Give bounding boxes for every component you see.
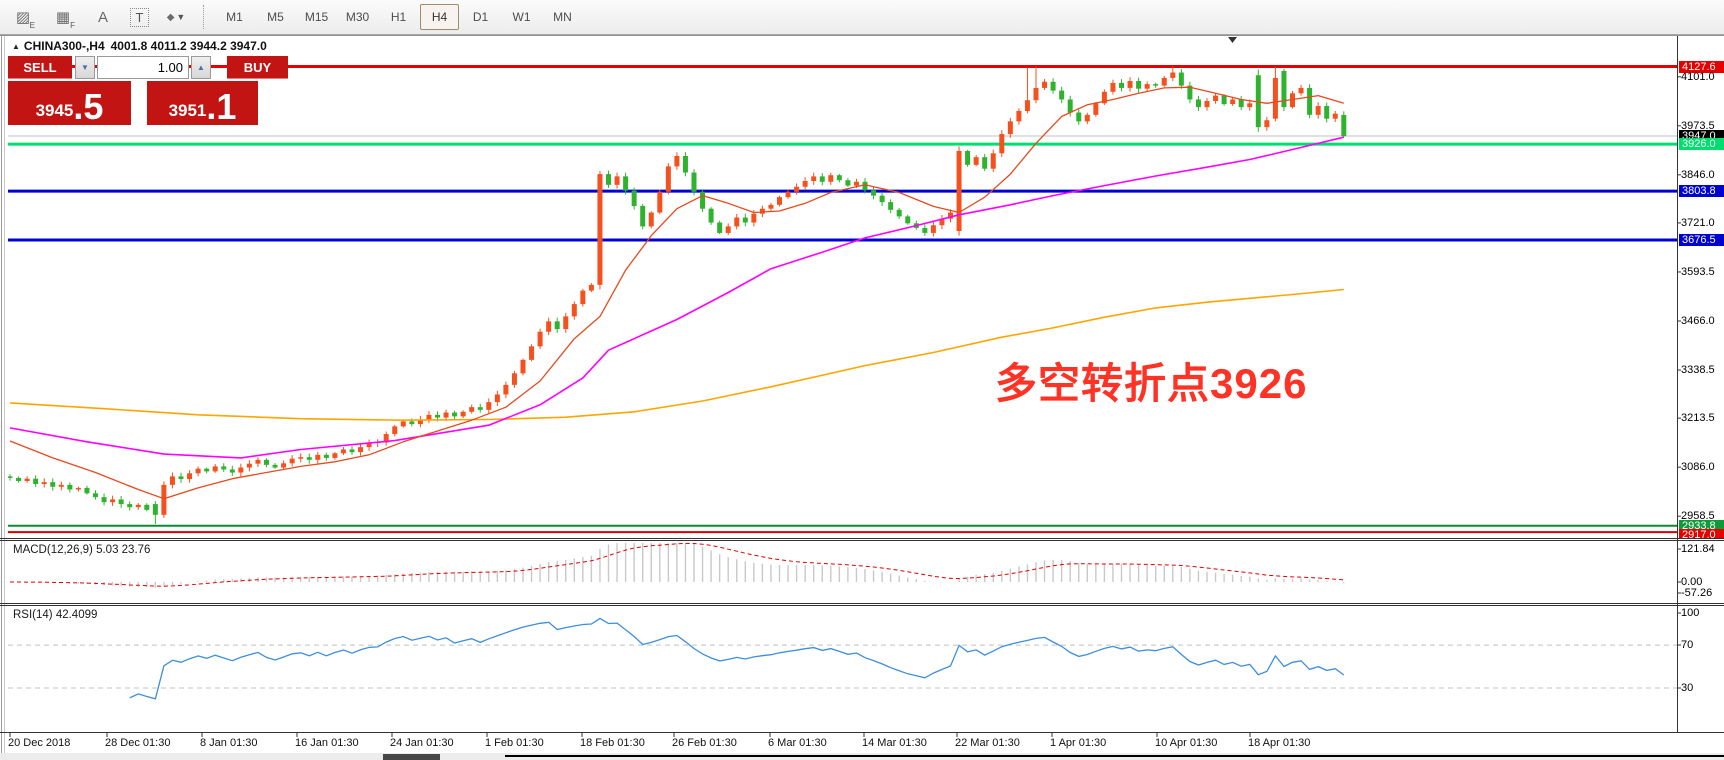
- price-axis: 4127.6 4101.0 3973.5 3947.0 3926.0 3846.0 3803…: [1679, 36, 1724, 538]
- date-label: 18 Feb 01:30: [580, 737, 645, 749]
- buy-price-frac: .1: [206, 86, 237, 128]
- chevron-down-icon: ▼: [176, 12, 186, 22]
- date-label: 6 Mar 01:30: [768, 737, 827, 749]
- price-label-3466.0: 3466.0: [1681, 315, 1715, 327]
- volume-input[interactable]: [97, 56, 189, 79]
- price-label-3973.5: 3973.5: [1681, 119, 1715, 132]
- buy-button[interactable]: BUY: [227, 56, 288, 79]
- timeframe-button-m1[interactable]: M1: [226, 10, 243, 24]
- price-label-3676.5: 3676.5: [1679, 234, 1724, 247]
- volume-decrease-button[interactable]: ▼: [75, 56, 95, 79]
- macd-axis: 121.84 0.00 -57.26: [1679, 541, 1724, 603]
- dotted-grid-f-icon[interactable]: ▦ F: [50, 5, 76, 30]
- price-label-2917.0: 2917.0: [1679, 529, 1724, 538]
- price-label-3593.5: 3593.5: [1681, 265, 1715, 278]
- sell-price-panel[interactable]: 3945.5: [8, 81, 131, 125]
- rsi-axis-label-30: 30: [1681, 682, 1694, 694]
- volume-increase-button[interactable]: ▲: [191, 56, 211, 79]
- chart-annotation-text: 多空转折点3926: [995, 360, 1308, 407]
- rsi-line: [129, 617, 1345, 700]
- text-tool-icon[interactable]: T: [130, 7, 149, 27]
- chart-shift-marker: [1228, 37, 1237, 43]
- rsi-axis: 100 70 30: [1679, 606, 1724, 733]
- date-label: 16 Jan 01:30: [295, 737, 359, 749]
- rsi-axis-label-100: 100: [1681, 607, 1700, 619]
- timeframe-button-w1[interactable]: W1: [512, 10, 531, 24]
- timeframe-button-d1[interactable]: D1: [472, 10, 489, 24]
- price-label-4101.0: 4101.0: [1681, 70, 1715, 83]
- rsi-label: RSI(14) 42.4099: [13, 609, 98, 621]
- symbol-period-label: CHINA300-,H4: [23, 39, 105, 53]
- font-a-glyph: A: [97, 8, 108, 26]
- shapes-glyph: ◆: [166, 11, 175, 23]
- date-label: 20 Dec 2018: [8, 737, 71, 749]
- sell-price-main: 3945: [35, 101, 74, 120]
- timeframe-button-h1[interactable]: H1: [390, 10, 407, 24]
- macd-histogram: [17, 543, 1345, 588]
- rsi-axis-label-70: 70: [1681, 639, 1694, 651]
- timeframe-button-m15[interactable]: M15: [304, 10, 329, 24]
- date-label: 22 Mar 01:30: [955, 737, 1020, 749]
- lower-window-border: [505, 755, 1724, 757]
- price-label-3338.5: 3338.5: [1681, 364, 1715, 377]
- macd-axis-label-121.84: 121.84: [1681, 543, 1715, 555]
- buy-price-main: 3951: [168, 101, 207, 120]
- chart-title: ▲ CHINA300-,H4 4001.8 4011.2 3944.2 3947.0: [12, 39, 267, 53]
- text-tool-glyph: T: [135, 9, 144, 25]
- timeframe-button-group: M1 M5 M15 M30 H1 H4 D1 W1 MN: [215, 4, 582, 30]
- scrollbar-thumb[interactable]: [383, 754, 440, 760]
- date-label: 24 Jan 01:30: [390, 737, 454, 749]
- price-label-3846.0: 3846.0: [1681, 168, 1715, 181]
- hatch-pattern-e-icon[interactable]: ▨ E: [10, 5, 36, 30]
- price-label-3926.0: 3926.0: [1679, 138, 1724, 151]
- hatch-pattern-sub: E: [29, 21, 35, 30]
- date-label: 1 Apr 01:30: [1050, 737, 1107, 749]
- date-label: 10 Apr 01:30: [1155, 737, 1218, 749]
- sell-price-frac: .5: [73, 86, 104, 128]
- date-label: 26 Feb 01:30: [672, 737, 737, 749]
- toolbar-icon-group: ▨ E ▦ F A T ◆ ▼: [0, 5, 189, 30]
- date-label: 18 Apr 01:30: [1248, 737, 1311, 749]
- hatch-pattern-glyph: ▨: [15, 9, 31, 26]
- font-a-icon[interactable]: A: [90, 5, 116, 29]
- shapes-dropdown-icon[interactable]: ◆ ▼: [163, 5, 189, 29]
- price-label-3721.0: 3721.0: [1681, 216, 1715, 229]
- collapse-triangle-icon[interactable]: ▲: [12, 42, 20, 51]
- triangle-down-icon: ▼: [81, 63, 89, 72]
- timeframe-button-mn[interactable]: MN: [553, 10, 572, 24]
- price-label-3803.8: 3803.8: [1679, 185, 1724, 198]
- sell-button[interactable]: SELL: [8, 56, 72, 79]
- price-label-3213.5: 3213.5: [1681, 412, 1715, 425]
- macd-axis-label-0.00: 0.00: [1681, 576, 1703, 588]
- timeframe-button-m5[interactable]: M5: [267, 10, 284, 24]
- candlesticks: [8, 66, 1347, 525]
- timeframe-button-h4[interactable]: H4: [420, 4, 459, 30]
- macd-label: MACD(12,26,9) 5.03 23.76: [13, 544, 151, 556]
- price-label-2933.8: 2933.8: [1679, 519, 1724, 532]
- date-label: 8 Jan 01:30: [200, 737, 258, 749]
- dotted-grid-glyph: ▦: [55, 9, 71, 26]
- price-label-2958.5: 2958.5: [1681, 510, 1715, 523]
- toolbar: ▨ E ▦ F A T ◆ ▼ M1 M5 M15 M30 H1 H4 D1 W1 MN: [0, 0, 1724, 35]
- price-level-lines: [8, 65, 1677, 534]
- macd-axis-label--57.26: -57.26: [1681, 587, 1713, 599]
- price-label-3086.0: 3086.0: [1681, 461, 1715, 474]
- one-click-trade-widget: SELL ▼ ▲ BUY 3945.5 3951.1: [8, 56, 288, 125]
- price-label-4127.6: 4127.6: [1679, 60, 1724, 73]
- date-label: 28 Dec 01:30: [105, 737, 171, 749]
- buy-price-panel[interactable]: 3951.1: [147, 81, 258, 125]
- timeframe-button-m30[interactable]: M30: [345, 10, 370, 24]
- dotted-grid-sub: F: [70, 21, 75, 30]
- moving-averages: [9, 86, 1344, 500]
- triangle-up-icon: ▲: [197, 63, 205, 72]
- date-label: 14 Mar 01:30: [862, 737, 927, 749]
- ohlc-values: 4001.8 4011.2 3944.2 3947.0: [110, 39, 267, 53]
- toolbar-separator: [203, 5, 205, 29]
- date-label: 1 Feb 01:30: [485, 737, 544, 749]
